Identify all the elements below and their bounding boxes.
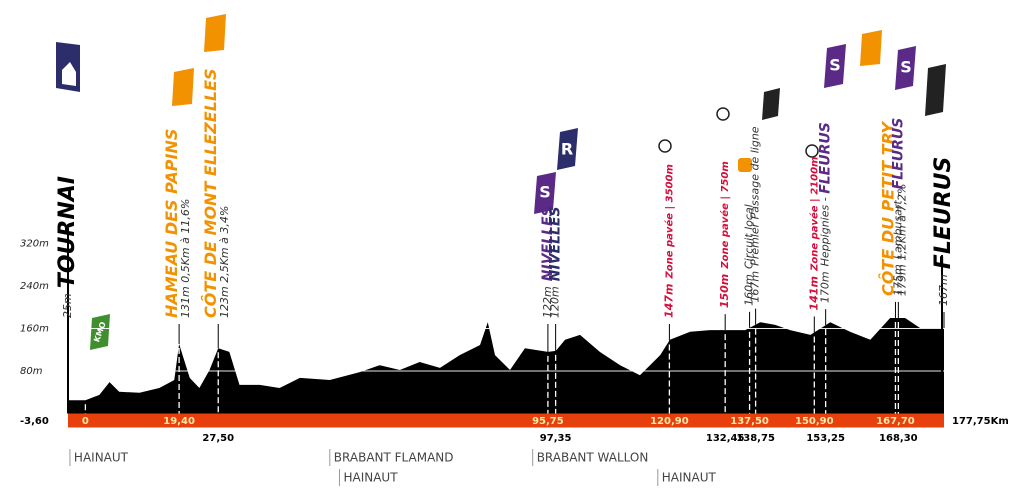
sprint-letter: S <box>900 58 912 77</box>
annotation-name: CÔTE DE MONT ELLEZELLES <box>200 68 220 318</box>
annotation-place: Lambusart - <box>891 189 904 259</box>
x-tick-label: 95,75 <box>532 416 564 427</box>
annotation-detail: 1,2Km à 7,2% <box>895 184 908 261</box>
annotation: 167m Premier Passage de ligne <box>745 126 764 302</box>
x-tick-label: 168,30 <box>879 433 918 444</box>
x-tick-label: 138,75 <box>736 433 775 444</box>
elevation-area <box>68 317 944 414</box>
annotation: 147m Zone pavée | 3500m <box>659 164 678 318</box>
sprint-flag <box>895 46 916 90</box>
annotation-name: CÔTE DU PETIT TRY <box>877 121 897 296</box>
cobble-icon <box>805 144 819 158</box>
annotation-elevation: 122m <box>541 286 554 318</box>
annotation-name: Zone pavée | 2100m <box>808 157 820 272</box>
region-label: BRABANT FLAMAND <box>334 451 454 465</box>
x-tick-label: 120,90 <box>650 416 689 427</box>
annotation: 120m NIVELLES <box>545 206 564 318</box>
annotation-elevation: 25m <box>61 293 74 318</box>
annotation-elevation: 147m <box>662 284 675 318</box>
y-tick-label: 240m <box>20 281 49 292</box>
annotation: CÔTE DU PETIT TRY <box>877 121 897 296</box>
annotation: 123m 2,5Km à 3,4% <box>218 206 231 318</box>
annotation: 131m 0,5Km à 11,6% <box>179 199 192 318</box>
ravito-flag <box>557 128 578 170</box>
x-tick-label: 177,75Km <box>952 416 1009 427</box>
annotation-elevation: 170m <box>819 271 832 303</box>
start-flag-house <box>62 62 76 86</box>
x-tick-label: 0 <box>82 416 89 427</box>
annotation-elevation: 167m <box>749 271 762 303</box>
annotation: 150m Zone pavée | 750m <box>715 161 734 308</box>
annotation: HAMEAU DES PAPINS <box>162 129 181 318</box>
annotation: 122m NIVELLES <box>537 206 556 318</box>
sprint-flag <box>824 44 846 88</box>
annotation-elevation: 141m <box>807 276 820 310</box>
km-bar <box>68 413 944 428</box>
y-tick-label: 320m <box>20 239 49 250</box>
gpm-flag <box>204 14 226 52</box>
region-label: HAINAUT <box>662 471 717 485</box>
annotation-elevation: 131m <box>179 286 192 318</box>
x-tick-label: 132,45 <box>706 433 745 444</box>
kmo-flag <box>90 314 110 350</box>
annotation-elevation: 179m <box>895 264 908 296</box>
region-label: HAINAUT <box>343 471 398 485</box>
annotation-name: FLEURUS <box>818 122 834 194</box>
finish-flag <box>762 88 780 120</box>
sprint-letter: S <box>539 183 551 202</box>
gpm-flag <box>860 30 882 66</box>
sprint-letter: S <box>829 56 841 75</box>
x-tick-label: 150,90 <box>795 416 834 427</box>
x-tick-label: 27,50 <box>202 433 234 444</box>
annotation-elevation: 167m <box>937 274 950 306</box>
annotation-name: NIVELLES <box>548 206 564 281</box>
annotation-place: Heppignies - <box>819 194 832 267</box>
x-tick-label: 137,50 <box>730 416 769 427</box>
ravito-letter: R <box>561 140 573 159</box>
annotation-name: Circuit local <box>743 204 756 269</box>
annotation: 167m FLEURUS <box>931 157 956 306</box>
x-tick-label: 19,40 <box>163 416 195 427</box>
annotation-elevation: 175m <box>891 264 904 296</box>
gpm-flag <box>172 68 194 106</box>
annotation-name: Zone pavée | 750m <box>719 161 731 269</box>
annotation: 170m Heppignies - FLEURUS <box>815 122 834 303</box>
annotation-name: FLEURUS <box>890 118 906 190</box>
annotation-detail: 0,5Km à 11,6% <box>179 199 192 283</box>
region-label: BRABANT WALLON <box>537 451 649 465</box>
x-tick-label: 167,70 <box>876 416 915 427</box>
annotation-elevation: 160m <box>743 274 756 306</box>
annotation-elevation: 123m <box>218 286 231 318</box>
annotation-elevation: 120m <box>549 286 562 318</box>
annotation-name: NIVELLES <box>540 206 556 281</box>
x-tick-label: -3,60 <box>20 416 49 427</box>
annotation: 141m Zone pavée | 2100m <box>804 157 823 311</box>
y-tick-label: 160m <box>20 324 49 335</box>
annotation: 179m 1,2Km à 7,2% <box>895 184 908 296</box>
annotation-name: Premier Passage de ligne <box>749 126 762 266</box>
circuit-icon <box>738 158 752 172</box>
annotation: CÔTE DE MONT ELLEZELLES <box>200 68 220 318</box>
annotation-elevation: 150m <box>718 274 731 308</box>
icons: KMO S R S S <box>56 14 946 350</box>
annotation: 160m Circuit local <box>739 204 758 306</box>
cobble-icon <box>716 107 730 121</box>
finish-flag <box>925 64 946 116</box>
cobble-icon <box>658 139 672 153</box>
annotation: 25m TOURNAI <box>55 176 80 318</box>
region-label: HAINAUT <box>74 451 129 465</box>
y-tick-label: 80m <box>20 366 43 377</box>
annotation-name: FLEURUS <box>931 157 956 270</box>
x-tick-label: 97,35 <box>540 433 572 444</box>
annotation: 175m Lambusart - FLEURUS <box>888 118 907 296</box>
annotation-name: TOURNAI <box>55 176 80 288</box>
annotation-detail: 2,5Km à 3,4% <box>218 206 231 283</box>
x-tick-label: 153,25 <box>806 433 845 444</box>
sprint-flag <box>534 172 556 214</box>
annotation-name: Zone pavée | 3500m <box>663 164 675 279</box>
annotation-name: HAMEAU DES PAPINS <box>162 129 181 318</box>
